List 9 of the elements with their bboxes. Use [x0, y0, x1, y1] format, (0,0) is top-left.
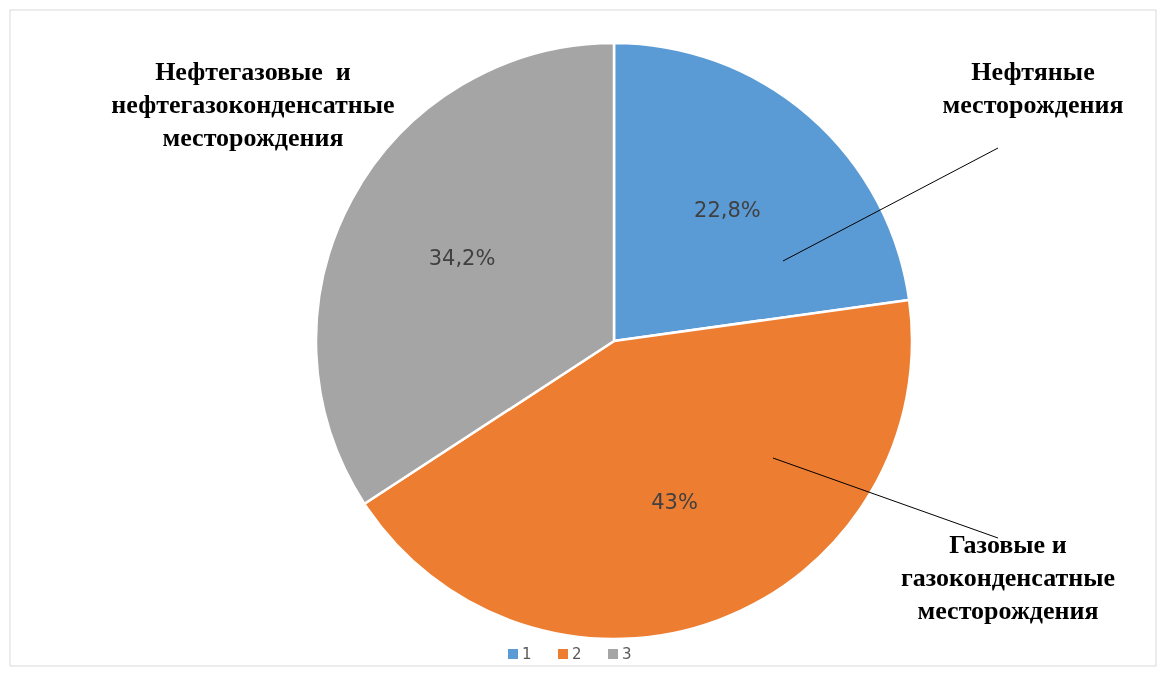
text: Нефтяные месторождения — [942, 57, 1124, 119]
data-label: 22,8% — [694, 197, 761, 222]
legend-label: 2 — [572, 645, 582, 663]
text: Нефтегазовые и нефтегазоконденсатные месторождения — [111, 57, 395, 152]
legend-label: 3 — [622, 645, 632, 663]
data-label: 43% — [651, 489, 698, 514]
legend-label: 1 — [522, 645, 532, 663]
text: Газовые и газоконденсатные месторождения — [900, 530, 1116, 625]
data-label: 34,2% — [428, 245, 496, 270]
